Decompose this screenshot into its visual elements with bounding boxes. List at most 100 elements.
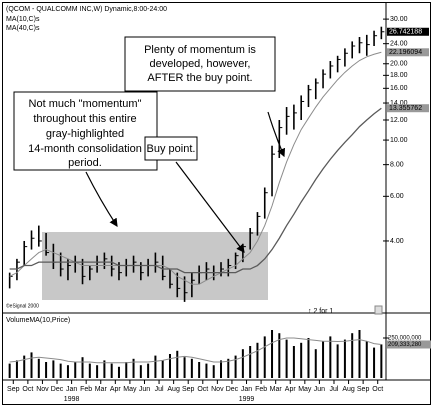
volume-bar [227,358,230,378]
x-tick-label: Dec [51,386,64,393]
y-tick-label: 14.00 [390,100,408,107]
x-tick-label: Sep [7,386,20,393]
volume-bar [241,349,244,378]
split-note: ↑ 2 for 1 [308,308,333,315]
y-tick-label: 20.00 [390,61,408,68]
volume-bar [314,349,317,378]
annotation-text: period. [68,157,102,169]
y-tick-label: 6.00 [390,193,404,200]
last-value-label: 209,333,280 [388,342,422,348]
volume-ma-line [9,337,382,364]
y-tick-label: 8.00 [390,161,404,168]
x-tick-label: Sep [182,386,195,393]
year-label: 1998 [64,396,80,403]
volume-bar [132,358,135,378]
annotation-text: throughout this entire [33,113,136,125]
volume-bar [373,347,376,378]
volume-bar [380,344,383,378]
volume-bar [183,357,186,378]
last-value-marker [387,340,431,349]
volume-bar [351,333,354,378]
legend-entry: MA(40,C)s [6,25,40,32]
volume-bar [103,360,106,378]
x-tick-label: Sep [357,386,370,393]
annotation-arrow [267,111,286,158]
volume-bar [271,330,274,378]
annotation-text: Not much "momentum" [29,98,142,110]
volume-bar [365,341,368,378]
x-tick-label: Nov [211,386,224,393]
y-tick-label: 24.00 [390,41,408,48]
annotation-arrow [85,171,118,228]
volume-bar [278,333,281,378]
x-tick-label: Oct [22,386,33,393]
annotation-text: Buy point. [147,143,196,155]
volume-bar [168,354,171,378]
annotation-text: 14-month consolidation [28,143,142,155]
x-tick-label: Dec [226,386,239,393]
last-value-marker [387,48,429,57]
volume-bar [176,350,179,378]
volume-bar [59,363,62,378]
x-tick-label: May [298,386,312,393]
volume-bar [292,346,295,378]
x-tick-label: Oct [372,386,383,393]
y-tick-label: 10.00 [390,137,408,144]
volume-bar [161,360,164,378]
volume-bar [249,346,252,378]
y-tick-label: 30.00 [390,16,408,23]
x-tick-label: Oct [197,386,208,393]
annotation-box [13,91,158,171]
volume-bar [117,366,120,378]
volume-bar [190,358,193,378]
x-tick-label: Mar [270,386,283,393]
annotation-text: gray-highlighted [46,128,124,140]
volume-bar [336,344,339,378]
volume-bar [358,330,361,378]
volume-bar [52,360,55,378]
volume-bar [15,360,18,378]
x-tick-label: May [123,386,137,393]
volume-bar [110,363,113,378]
volume-bar [307,338,310,378]
x-tick-label: Feb [80,386,92,393]
annotation-arrow [175,161,245,253]
volume-bar [96,365,99,378]
credit: ©eSignal 2000 [6,302,39,309]
volume-bar [81,357,84,378]
volume-bar [263,336,266,378]
x-tick-label: Aug [342,386,355,393]
volume-bar [285,339,288,378]
legend-entry: MA(10,C)s [6,16,40,23]
y-tick-label: 12.00 [390,117,408,124]
y-tick-label: 16.00 [390,85,408,92]
annotation-text: AFTER the buy point. [147,72,252,84]
volume-bar [154,355,157,378]
volume-bar [23,355,26,378]
last-value-marker [387,27,429,36]
x-tick-label: Jan [241,386,252,393]
moving-average-line [9,107,382,274]
volume-bar [198,362,201,378]
volume-bar [212,365,215,378]
chart-title: (QCOM - QUALCOMM INC,W) Dynamic,8:00-24:… [6,6,167,13]
annotation-box [144,136,198,161]
x-tick-label: Jun [314,386,325,393]
volume-bar [125,362,128,378]
x-tick-label: Jul [330,386,339,393]
moving-average-line [9,51,382,285]
x-tick-label: Mar [95,386,108,393]
year-label: 1999 [239,396,255,403]
annotation-text: Plenty of momentum is [144,44,256,56]
y-tick-label: 18.00 [390,72,408,79]
volume-bar [74,362,77,378]
y-tick-label: 250,000,000 [388,336,422,342]
volume-bar [205,363,208,378]
volume-bar [30,352,33,378]
x-tick-label: Jul [155,386,164,393]
volume-bar [256,342,259,378]
volume-bar [329,336,332,378]
volume-bar [139,365,142,378]
x-tick-label: Feb [255,386,267,393]
